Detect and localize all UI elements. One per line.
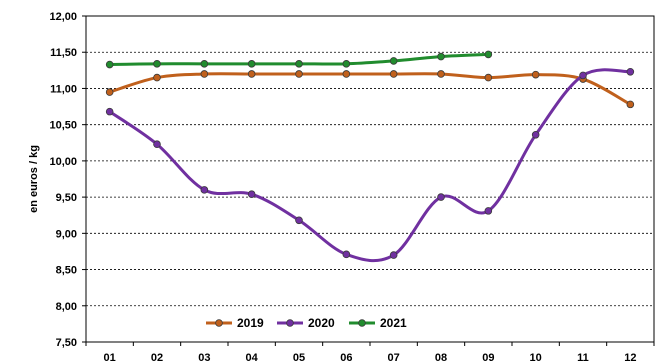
- x-tick-label: 09: [482, 352, 494, 362]
- y-tick-label: 10,50: [49, 120, 77, 132]
- data-point-2021: [247, 60, 256, 68]
- x-tick-label: 02: [151, 352, 163, 362]
- data-point-2019: [484, 73, 493, 82]
- data-point-2019: [105, 88, 114, 96]
- x-tick-label: 03: [198, 352, 210, 362]
- data-point-2020: [579, 71, 587, 80]
- series-2020: [105, 67, 635, 263]
- y-tick-label: 10,00: [49, 156, 77, 168]
- data-point-2020: [247, 190, 256, 199]
- data-point-2020: [389, 251, 398, 259]
- data-point-2019: [531, 70, 540, 79]
- x-tick-label: 04: [246, 352, 259, 362]
- data-point-2019: [389, 70, 398, 78]
- x-axis-ticks: 01 02 03 04 05 06 07 08 09 10 11 12: [85, 342, 655, 362]
- y-tick-label: 9,00: [56, 228, 77, 240]
- data-point-2020: [200, 186, 209, 194]
- data-point-2021: [484, 50, 493, 59]
- x-tick-label: 10: [530, 352, 542, 362]
- data-point-2020: [484, 207, 493, 215]
- data-point-2021: [105, 60, 114, 69]
- data-point-2019: [342, 70, 351, 78]
- y-tick-label: 8,00: [56, 301, 77, 313]
- series-2021: [105, 50, 493, 69]
- x-tick-label: 06: [340, 352, 352, 362]
- gridlines: [86, 51, 654, 307]
- data-point-2019: [437, 70, 445, 78]
- data-point-2019: [247, 70, 256, 78]
- legend-marker-2021: [358, 319, 366, 327]
- y-axis-ticks: 7,50 8,00 8,50 9,00 9,50 10,00 10,50 11,00 11,50…: [49, 11, 86, 349]
- data-point-2019: [200, 70, 209, 78]
- x-tick-label: 05: [293, 352, 305, 362]
- legend-marker-2020: [286, 319, 294, 327]
- data-point-2021: [153, 60, 161, 68]
- legend-label-2019: 2019: [237, 316, 264, 330]
- series-2019: [105, 70, 635, 109]
- x-tick-label: 07: [388, 352, 400, 362]
- x-tick-label: 01: [104, 352, 116, 362]
- data-point-2020: [295, 216, 303, 225]
- data-point-2021: [389, 57, 398, 65]
- legend-label-2021: 2021: [380, 316, 407, 330]
- data-point-2020: [153, 140, 161, 149]
- y-tick-label: 9,50: [56, 192, 77, 204]
- legend: 2019 2020 2021: [206, 316, 407, 330]
- x-tick-label: 12: [624, 352, 636, 362]
- data-point-2019: [295, 70, 303, 78]
- legend-label-2020: 2020: [308, 316, 335, 330]
- y-axis-title: en euros / kg: [28, 145, 40, 213]
- data-point-2019: [626, 100, 635, 109]
- x-tick-label: 11: [577, 352, 589, 362]
- data-point-2020: [531, 131, 540, 139]
- series-group: [105, 50, 635, 263]
- data-point-2021: [437, 52, 445, 61]
- data-point-2019: [153, 73, 161, 82]
- data-point-2021: [200, 60, 209, 68]
- legend-marker-2019: [215, 319, 223, 327]
- y-tick-label: 12,00: [49, 11, 77, 23]
- data-point-2020: [437, 193, 445, 201]
- y-tick-label: 8,50: [56, 265, 77, 277]
- data-point-2020: [105, 107, 114, 116]
- y-tick-label: 11,50: [50, 47, 77, 59]
- data-point-2020: [342, 250, 351, 259]
- series-line-2019: [108, 72, 632, 106]
- x-tick-label: 08: [435, 352, 447, 362]
- y-tick-label: 7,50: [56, 337, 77, 349]
- y-tick-label: 11,00: [50, 83, 77, 95]
- data-point-2020: [626, 67, 635, 76]
- data-point-2021: [342, 60, 351, 68]
- series-line-2020: [108, 68, 632, 263]
- data-point-2021: [295, 60, 303, 68]
